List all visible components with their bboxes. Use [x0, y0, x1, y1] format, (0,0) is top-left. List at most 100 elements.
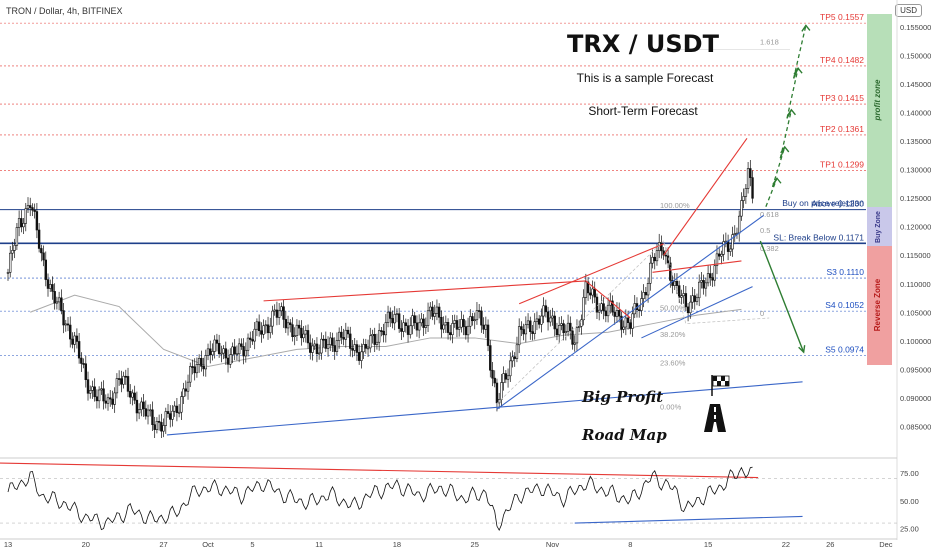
candle-body: [653, 256, 656, 262]
rsi-tick-label: 50.00: [900, 497, 919, 506]
candle-body: [362, 344, 365, 353]
candle-body: [615, 310, 619, 317]
rsi-trend-support: [574, 515, 803, 524]
candle-body: [366, 347, 370, 350]
candle-body: [160, 422, 163, 432]
candle-body: [666, 255, 670, 264]
candle-body: [124, 375, 127, 378]
candle-body: [253, 328, 256, 342]
time-tick-label: Oct: [202, 540, 215, 549]
fib-label: 23.60%: [660, 358, 686, 367]
candle-body: [226, 357, 230, 365]
candle-body: [144, 408, 147, 417]
candle-body: [586, 281, 590, 294]
candle-body: [697, 281, 701, 299]
trendline-resistance-long: [263, 280, 586, 302]
candle-body: [313, 343, 316, 347]
time-tick-label: 22: [782, 540, 790, 549]
candle-body: [482, 324, 485, 330]
candle-body: [622, 326, 625, 330]
candle-body: [135, 399, 139, 414]
candle-body: [215, 339, 219, 344]
candle-body: [384, 322, 388, 336]
candle-body: [402, 322, 405, 332]
candle-body: [600, 303, 603, 311]
candle-body: [155, 421, 159, 430]
candle-body: [120, 378, 123, 385]
candle-body: [257, 321, 261, 332]
candle-body: [380, 330, 383, 332]
candle-body: [175, 405, 179, 414]
candle-body: [475, 310, 479, 321]
candle-body: [82, 363, 85, 365]
candle-body: [642, 292, 645, 299]
candle-body: [237, 343, 241, 355]
profit-zone-label: profit zone: [873, 79, 882, 121]
candle-body: [424, 325, 428, 328]
fib-label: 38.20%: [660, 330, 686, 339]
candle-body: [597, 309, 601, 313]
time-tick-label: Nov: [546, 540, 560, 549]
candle-body: [613, 311, 616, 317]
candle-body: [713, 265, 716, 281]
candle-body: [397, 313, 401, 329]
candle-body: [137, 409, 141, 414]
candle-body: [360, 351, 363, 361]
rsi-tick-label: 25.00: [900, 525, 919, 534]
currency-button[interactable]: USD: [895, 4, 922, 17]
candle-body: [457, 326, 461, 330]
candle-body: [329, 337, 332, 346]
candle-body: [460, 319, 463, 328]
buy-rejection-label: Buy on price rejection: [782, 198, 864, 208]
rsi-panel: 75.00 50.00 25.00: [0, 462, 919, 534]
candle-body: [435, 306, 439, 314]
candle-body: [20, 218, 23, 228]
candle-body: [249, 337, 252, 340]
fib-label: 0.618: [760, 210, 779, 219]
candle-body: [242, 346, 245, 357]
candle-body: [502, 373, 505, 383]
candle-body: [86, 379, 90, 394]
price-tick-label: 0.130000: [900, 166, 931, 175]
candle-body: [182, 388, 185, 397]
time-tick-label: 25: [471, 540, 479, 549]
candle-body: [560, 323, 563, 326]
candle-body: [153, 424, 156, 430]
candle-body: [671, 280, 674, 286]
candle-body: [660, 242, 663, 252]
candle-body: [269, 325, 272, 334]
candle-body: [126, 376, 130, 392]
fib-label: 1.618: [760, 37, 779, 46]
candle-body: [33, 209, 36, 212]
time-tick-label: 27: [159, 540, 167, 549]
candle-body: [546, 311, 550, 323]
candle-body: [349, 333, 352, 349]
candle-body: [700, 280, 703, 283]
candle-body: [375, 341, 379, 345]
candle-body: [84, 363, 87, 380]
level-label: TP3 0.1415: [820, 93, 864, 103]
candle-body: [93, 386, 96, 398]
candle-body: [391, 318, 394, 324]
candle-body: [493, 377, 496, 384]
candle-body: [304, 330, 308, 335]
candle-body: [417, 322, 421, 331]
candle-body: [455, 320, 459, 330]
candle-body: [582, 297, 585, 321]
candle-body: [477, 310, 481, 312]
candle-body: [337, 331, 341, 341]
candle-body: [726, 240, 730, 252]
candle-body: [444, 322, 448, 326]
candle-body: [433, 313, 436, 317]
candle-body: [513, 356, 516, 359]
candle-body: [166, 411, 170, 414]
candle-body: [277, 310, 281, 318]
candle-body: [177, 411, 181, 414]
candle-body: [180, 396, 183, 413]
candle-body: [264, 324, 268, 327]
candle-body: [426, 310, 430, 326]
candle-body: [77, 341, 81, 359]
price-tick-label: 0.150000: [900, 52, 931, 61]
candle-body: [171, 410, 174, 420]
